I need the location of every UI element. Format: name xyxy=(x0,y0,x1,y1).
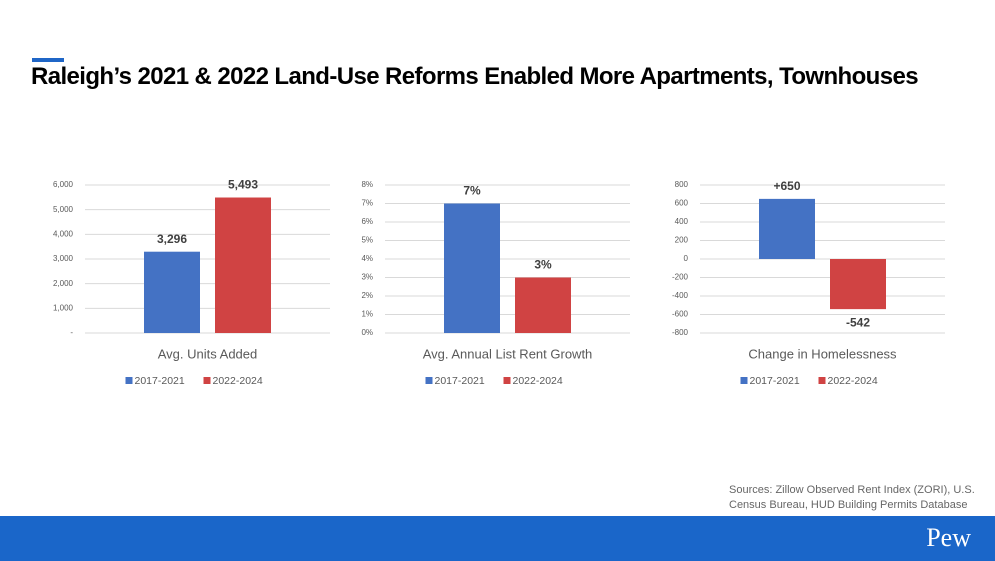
y-tick-label: 5,000 xyxy=(53,205,74,214)
y-tick-label: 6% xyxy=(361,217,373,226)
y-tick-label: 5% xyxy=(361,236,373,245)
source-note: Sources: Zillow Observed Rent Index (ZOR… xyxy=(729,483,975,513)
data-label: 5,493 xyxy=(228,178,258,192)
chart-title: Avg. Annual List Rent Growth xyxy=(423,346,593,361)
y-tick-label: 2,000 xyxy=(53,279,74,288)
source-line: Census Bureau, HUD Building Permits Data… xyxy=(729,499,968,511)
y-tick-label: 0% xyxy=(361,328,373,337)
data-label: -542 xyxy=(846,315,870,329)
y-tick-label: 800 xyxy=(675,180,689,189)
bar xyxy=(215,197,271,333)
legend-label: 2017-2021 xyxy=(135,375,185,387)
bar xyxy=(759,198,815,259)
y-tick-label: 7% xyxy=(361,199,373,208)
bar xyxy=(515,277,571,333)
source-line: Sources: Zillow Observed Rent Index (ZOR… xyxy=(729,484,975,496)
y-tick-label: 3,000 xyxy=(53,254,74,263)
y-tick-label: -400 xyxy=(672,291,689,300)
logo: Pew xyxy=(926,523,971,552)
legend-label: 2022-2024 xyxy=(213,375,263,387)
legend-label: 2022-2024 xyxy=(513,375,563,387)
legend-swatch xyxy=(203,377,211,384)
legend-label: 2017-2021 xyxy=(435,375,485,387)
data-label: 3,296 xyxy=(157,232,187,246)
y-tick-label: -800 xyxy=(672,328,689,337)
legend-swatch xyxy=(425,377,433,384)
y-tick-label: 600 xyxy=(675,199,689,208)
legend-swatch xyxy=(125,377,133,384)
y-tick-label: 200 xyxy=(675,236,689,245)
data-label: +650 xyxy=(773,179,800,193)
y-tick-label: -600 xyxy=(672,310,689,319)
y-tick-label: 0 xyxy=(684,254,689,263)
chart-title: Change in Homelessness xyxy=(748,346,897,361)
legend-label: 2017-2021 xyxy=(750,375,800,387)
legend-swatch xyxy=(818,377,826,384)
y-tick-label: - xyxy=(70,328,73,337)
data-label: 3% xyxy=(534,258,552,272)
y-tick-label: -200 xyxy=(672,273,689,282)
y-tick-label: 3% xyxy=(361,273,373,282)
legend-swatch xyxy=(740,377,748,384)
y-tick-label: 1,000 xyxy=(53,303,74,312)
bar xyxy=(830,259,886,310)
y-tick-label: 400 xyxy=(675,217,689,226)
chart-title: Avg. Units Added xyxy=(158,346,258,361)
y-tick-label: 2% xyxy=(361,291,373,300)
y-tick-label: 6,000 xyxy=(53,180,74,189)
y-tick-label: 4,000 xyxy=(53,229,74,238)
bar xyxy=(444,203,500,333)
y-tick-label: 1% xyxy=(361,310,373,319)
y-tick-label: 8% xyxy=(361,180,373,189)
footer-band: Pew xyxy=(0,516,995,561)
legend-swatch xyxy=(503,377,511,384)
y-tick-label: 4% xyxy=(361,254,373,263)
title-accent xyxy=(32,58,64,62)
charts: - 1,000 2,000 3,000 4,000 5,000 6,000 3,296 5,49… xyxy=(53,178,945,387)
bar xyxy=(144,251,200,333)
slide-title: Raleigh’s 2021 & 2022 Land-Use Reforms E… xyxy=(31,63,919,90)
legend-label: 2022-2024 xyxy=(828,375,878,387)
data-label: 7% xyxy=(463,184,481,198)
